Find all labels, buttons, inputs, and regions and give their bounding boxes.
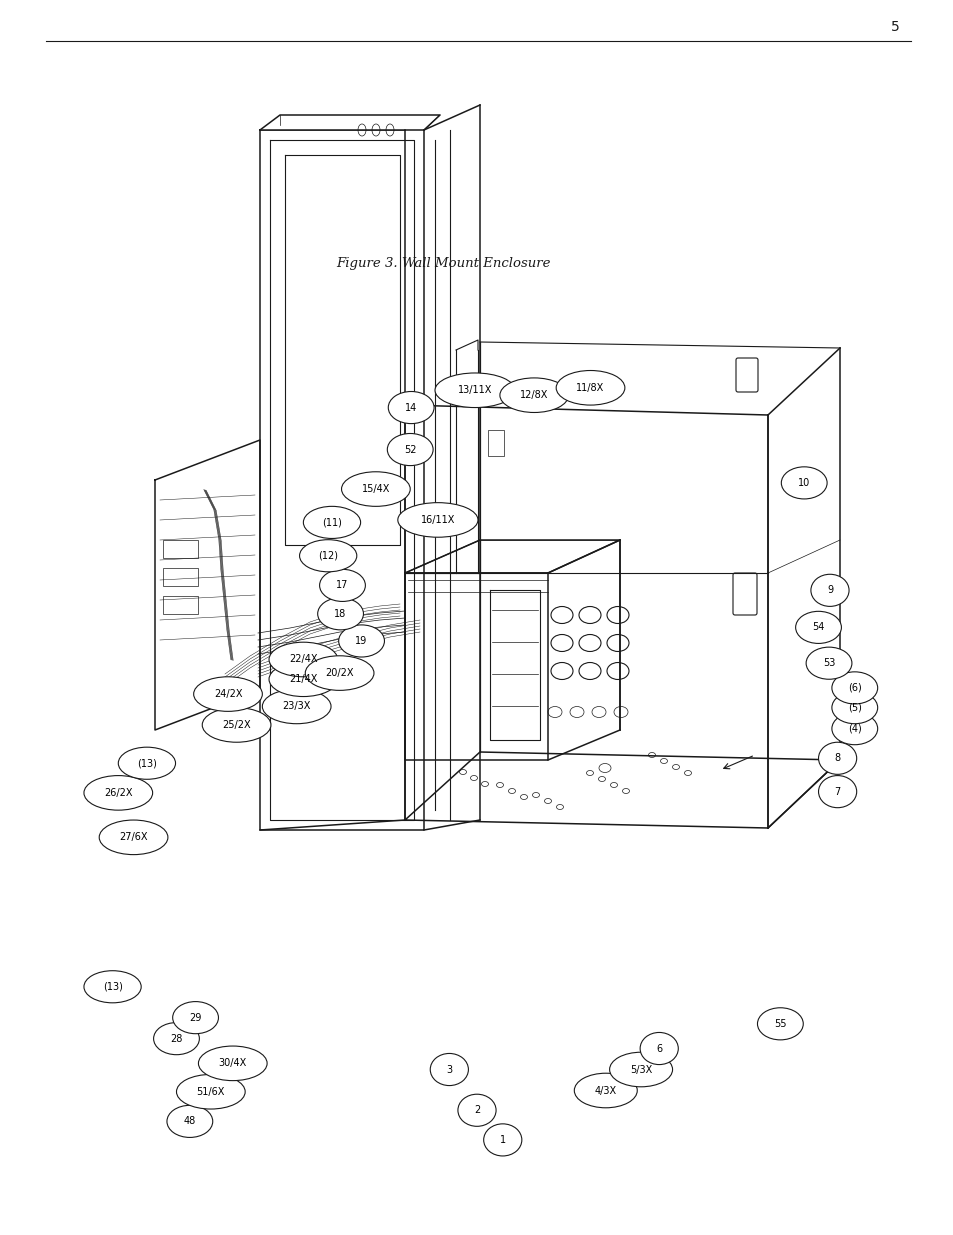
Ellipse shape	[795, 611, 841, 643]
Ellipse shape	[319, 569, 365, 601]
Ellipse shape	[167, 1105, 213, 1137]
Text: 25/2X: 25/2X	[222, 720, 251, 730]
Ellipse shape	[757, 1008, 802, 1040]
Text: 28: 28	[171, 1034, 182, 1044]
Ellipse shape	[198, 1046, 267, 1081]
Ellipse shape	[99, 820, 168, 855]
Ellipse shape	[388, 391, 434, 424]
Text: 53: 53	[822, 658, 834, 668]
Text: 21/4X: 21/4X	[289, 674, 317, 684]
Ellipse shape	[305, 656, 374, 690]
Text: 5: 5	[890, 20, 899, 35]
Text: Figure 3. Wall Mount Enclosure: Figure 3. Wall Mount Enclosure	[335, 257, 550, 269]
Text: 1: 1	[499, 1135, 505, 1145]
Ellipse shape	[818, 776, 856, 808]
Ellipse shape	[387, 433, 433, 466]
Text: 54: 54	[812, 622, 823, 632]
Ellipse shape	[176, 1074, 245, 1109]
Text: (11): (11)	[322, 517, 341, 527]
Ellipse shape	[810, 574, 848, 606]
Ellipse shape	[781, 467, 826, 499]
Ellipse shape	[341, 472, 410, 506]
Ellipse shape	[483, 1124, 521, 1156]
Ellipse shape	[397, 503, 477, 537]
Ellipse shape	[262, 689, 331, 724]
Text: 15/4X: 15/4X	[361, 484, 390, 494]
Text: 30/4X: 30/4X	[218, 1058, 247, 1068]
Text: 24/2X: 24/2X	[213, 689, 242, 699]
Text: 18: 18	[335, 609, 346, 619]
Text: 48: 48	[184, 1116, 195, 1126]
Text: (13): (13)	[137, 758, 156, 768]
Ellipse shape	[457, 1094, 496, 1126]
Text: 55: 55	[773, 1019, 786, 1029]
Text: 13/11X: 13/11X	[457, 385, 492, 395]
Ellipse shape	[84, 776, 152, 810]
Text: (5): (5)	[847, 703, 861, 713]
Ellipse shape	[430, 1053, 468, 1086]
Text: 29: 29	[190, 1013, 201, 1023]
Text: 10: 10	[798, 478, 809, 488]
Ellipse shape	[118, 747, 175, 779]
Ellipse shape	[831, 692, 877, 724]
Ellipse shape	[499, 378, 568, 412]
Text: (6): (6)	[847, 683, 861, 693]
Ellipse shape	[84, 971, 141, 1003]
Text: 9: 9	[826, 585, 832, 595]
Ellipse shape	[172, 1002, 218, 1034]
Ellipse shape	[153, 1023, 199, 1055]
Text: (13): (13)	[103, 982, 122, 992]
Ellipse shape	[556, 370, 624, 405]
Text: 6: 6	[656, 1044, 661, 1053]
Ellipse shape	[574, 1073, 637, 1108]
Text: 20/2X: 20/2X	[325, 668, 354, 678]
Ellipse shape	[831, 672, 877, 704]
Ellipse shape	[609, 1052, 672, 1087]
Text: 8: 8	[834, 753, 840, 763]
Text: 27/6X: 27/6X	[119, 832, 148, 842]
Text: 19: 19	[355, 636, 367, 646]
Text: (4): (4)	[847, 724, 861, 734]
Ellipse shape	[303, 506, 360, 538]
Ellipse shape	[269, 642, 337, 677]
Text: 17: 17	[336, 580, 348, 590]
Text: 7: 7	[834, 787, 840, 797]
Text: 2: 2	[474, 1105, 479, 1115]
Text: 5/3X: 5/3X	[629, 1065, 652, 1074]
Ellipse shape	[193, 677, 262, 711]
Ellipse shape	[338, 625, 384, 657]
Ellipse shape	[639, 1032, 678, 1065]
Text: 3: 3	[446, 1065, 452, 1074]
Text: 16/11X: 16/11X	[420, 515, 455, 525]
Ellipse shape	[435, 373, 515, 408]
Text: 12/8X: 12/8X	[519, 390, 548, 400]
Text: (12): (12)	[318, 551, 337, 561]
Text: 23/3X: 23/3X	[282, 701, 311, 711]
Ellipse shape	[818, 742, 856, 774]
Text: 11/8X: 11/8X	[576, 383, 604, 393]
Text: 22/4X: 22/4X	[289, 655, 317, 664]
Text: 51/6X: 51/6X	[196, 1087, 225, 1097]
Text: 26/2X: 26/2X	[104, 788, 132, 798]
Ellipse shape	[269, 662, 337, 697]
Ellipse shape	[805, 647, 851, 679]
Text: 4/3X: 4/3X	[594, 1086, 617, 1095]
Text: 14: 14	[405, 403, 416, 412]
Ellipse shape	[317, 598, 363, 630]
Text: 52: 52	[403, 445, 416, 454]
Ellipse shape	[299, 540, 356, 572]
Ellipse shape	[202, 708, 271, 742]
Ellipse shape	[831, 713, 877, 745]
